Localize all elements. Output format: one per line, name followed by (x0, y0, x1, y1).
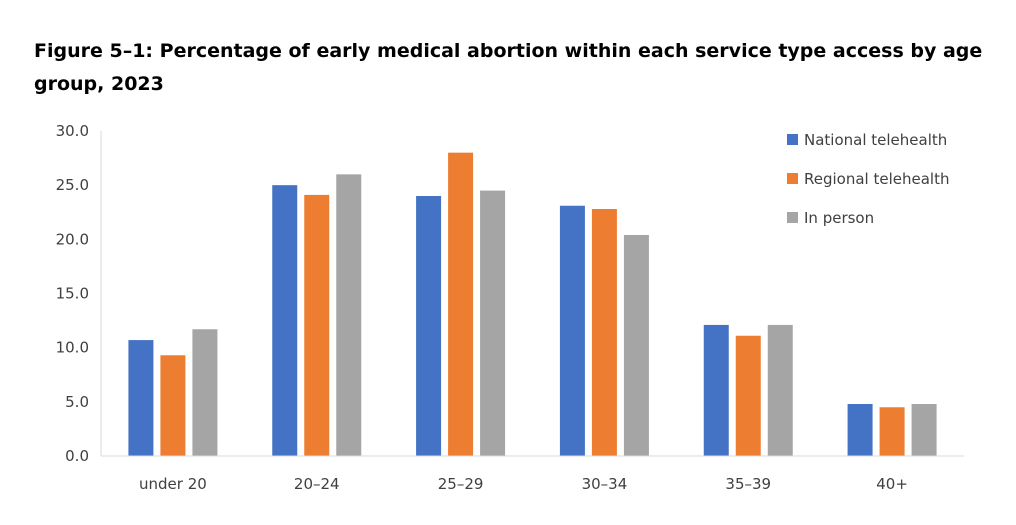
bar (448, 152, 474, 456)
bar (591, 209, 617, 456)
legend-label: In person (804, 209, 874, 227)
bar (911, 404, 937, 456)
y-tick-label: 15.0 (56, 285, 89, 303)
bar (879, 407, 905, 456)
x-tick-label: 30–34 (582, 475, 628, 493)
legend-item: In person (787, 209, 874, 227)
bar (272, 185, 298, 456)
legend-swatch (787, 173, 798, 184)
legend-item: National telehealth (787, 131, 947, 149)
chart-title: Figure 5–1: Percentage of early medical … (34, 40, 983, 95)
x-tick-label: 25–29 (438, 475, 484, 493)
x-tick-label: 35–39 (725, 475, 771, 493)
legend-swatch (787, 134, 798, 145)
y-axis: 0.0 5.0 10.0 15.0 20.0 25.0 30.0 (56, 122, 102, 465)
bar (847, 404, 873, 456)
x-axis: under 20 20–24 25–29 30–34 35–39 40+ (101, 455, 964, 493)
y-tick-label: 10.0 (56, 339, 89, 357)
y-tick-label: 30.0 (56, 122, 89, 140)
legend-label: National telehealth (804, 131, 947, 149)
y-tick-label: 0.0 (65, 447, 89, 465)
bar (767, 324, 793, 456)
y-tick-label: 20.0 (56, 230, 89, 248)
legend: National telehealth Regional telehealth In… (787, 131, 949, 227)
bar-groups (128, 152, 937, 457)
x-tick-label: 20–24 (294, 475, 340, 493)
bar-group (416, 152, 506, 457)
legend-item: Regional telehealth (787, 170, 949, 188)
bar (559, 205, 585, 456)
bar (336, 174, 362, 457)
legend-swatch (787, 212, 798, 223)
bar (735, 335, 761, 456)
bar (480, 190, 506, 457)
bar-group (559, 205, 649, 456)
x-tick-label: 40+ (876, 475, 908, 493)
legend-label: Regional telehealth (804, 170, 949, 188)
bar (623, 235, 649, 456)
bar-group (128, 329, 218, 456)
bar-group (847, 404, 937, 456)
bar (416, 196, 442, 456)
bar (160, 355, 186, 456)
bar-group (272, 174, 362, 457)
bar (304, 194, 330, 456)
bar (703, 324, 729, 456)
bar (128, 340, 154, 456)
y-tick-label: 25.0 (56, 176, 89, 194)
bar (192, 329, 218, 456)
bar-group (703, 324, 793, 456)
x-tick-label: under 20 (139, 475, 207, 493)
y-tick-label: 5.0 (65, 393, 89, 411)
